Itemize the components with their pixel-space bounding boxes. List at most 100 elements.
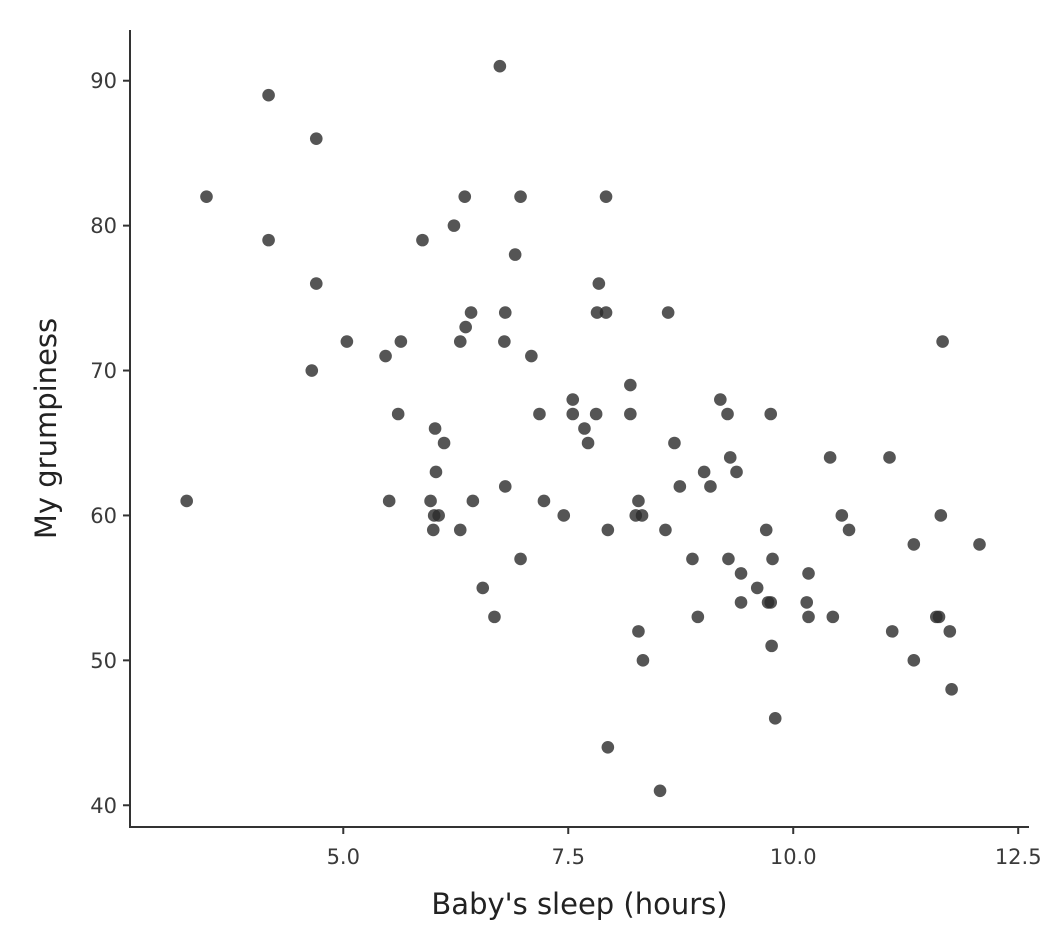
data-point [722, 552, 735, 566]
data-point [730, 465, 743, 479]
data-point [599, 190, 613, 203]
data-point [800, 596, 814, 609]
data-point [907, 654, 921, 667]
y-axis-ticks: 40 50 60 70 80 90 [90, 69, 130, 818]
data-point [476, 581, 490, 595]
y-tick-label: 70 [90, 359, 117, 383]
data-point [416, 233, 429, 247]
data-point [673, 480, 687, 493]
data-point [723, 451, 737, 464]
data-point [635, 509, 649, 522]
data-point [432, 509, 445, 522]
points-layer [180, 59, 986, 798]
data-point [305, 364, 319, 377]
data-point [750, 581, 764, 595]
data-point [466, 494, 480, 508]
data-point [668, 436, 681, 450]
data-point [200, 190, 213, 203]
data-point [394, 335, 408, 348]
y-tick-label: 60 [90, 504, 117, 528]
data-point [180, 494, 193, 508]
data-point [721, 407, 734, 421]
data-point [883, 451, 896, 464]
data-point [453, 335, 467, 348]
data-point [661, 306, 675, 319]
data-point [765, 639, 778, 653]
data-point [691, 610, 705, 624]
data-point [636, 654, 650, 667]
data-point [823, 451, 837, 464]
data-point [835, 509, 849, 522]
data-point [488, 610, 501, 624]
data-point [426, 523, 440, 537]
data-point [493, 59, 507, 73]
data-point [525, 349, 538, 363]
data-point [557, 509, 571, 522]
x-tick-label: 7.5 [552, 845, 585, 869]
data-point [653, 784, 667, 798]
data-point [632, 625, 645, 638]
data-point [309, 277, 323, 290]
data-point [514, 190, 527, 203]
y-tick-label: 80 [90, 214, 117, 238]
data-point [885, 625, 899, 638]
data-point [309, 132, 323, 145]
data-point [453, 523, 467, 537]
y-tick-label: 90 [90, 69, 117, 93]
x-axis-title: Baby's sleep (hours) [431, 887, 727, 921]
data-point [842, 523, 856, 537]
data-point [624, 378, 637, 392]
data-point [936, 335, 949, 348]
x-tick-label: 5.0 [327, 845, 360, 869]
data-point [601, 523, 615, 537]
data-point [458, 190, 472, 203]
data-point [759, 523, 773, 537]
x-tick-label: 10.0 [770, 845, 817, 869]
data-point [464, 306, 478, 319]
data-point [734, 596, 748, 609]
data-point [768, 712, 782, 725]
data-point [589, 407, 603, 421]
data-point [934, 509, 948, 522]
data-point [340, 335, 354, 348]
data-point [498, 480, 512, 493]
data-point [428, 422, 442, 435]
data-point [592, 277, 606, 290]
data-point [566, 393, 580, 406]
data-point [601, 741, 615, 754]
data-point [581, 436, 595, 450]
data-point [391, 407, 405, 421]
data-point [826, 610, 840, 624]
data-point [514, 552, 527, 566]
data-point [764, 596, 778, 609]
data-point [262, 233, 275, 247]
data-point [566, 407, 580, 421]
data-point [973, 538, 986, 551]
data-point [766, 552, 779, 566]
data-point [262, 88, 275, 102]
x-tick-label: 12.5 [995, 845, 1042, 869]
y-tick-label: 50 [90, 649, 117, 673]
data-point [382, 494, 396, 508]
data-point [704, 480, 717, 493]
data-point [599, 306, 613, 319]
data-point [686, 552, 699, 566]
y-tick-label: 40 [90, 794, 117, 818]
data-point [429, 465, 443, 479]
data-point [624, 407, 637, 421]
data-point [379, 349, 392, 363]
data-point [659, 523, 672, 537]
data-point [632, 494, 645, 508]
data-point [764, 407, 778, 421]
x-axis-ticks: 5.0 7.5 10.0 12.5 [327, 827, 1042, 869]
data-point [447, 219, 461, 232]
data-point [943, 625, 957, 638]
data-point [590, 306, 604, 319]
data-point [498, 335, 511, 348]
data-point [498, 306, 512, 319]
data-point [697, 465, 711, 479]
data-point [802, 567, 815, 580]
data-point [578, 422, 591, 435]
data-point [802, 610, 815, 624]
